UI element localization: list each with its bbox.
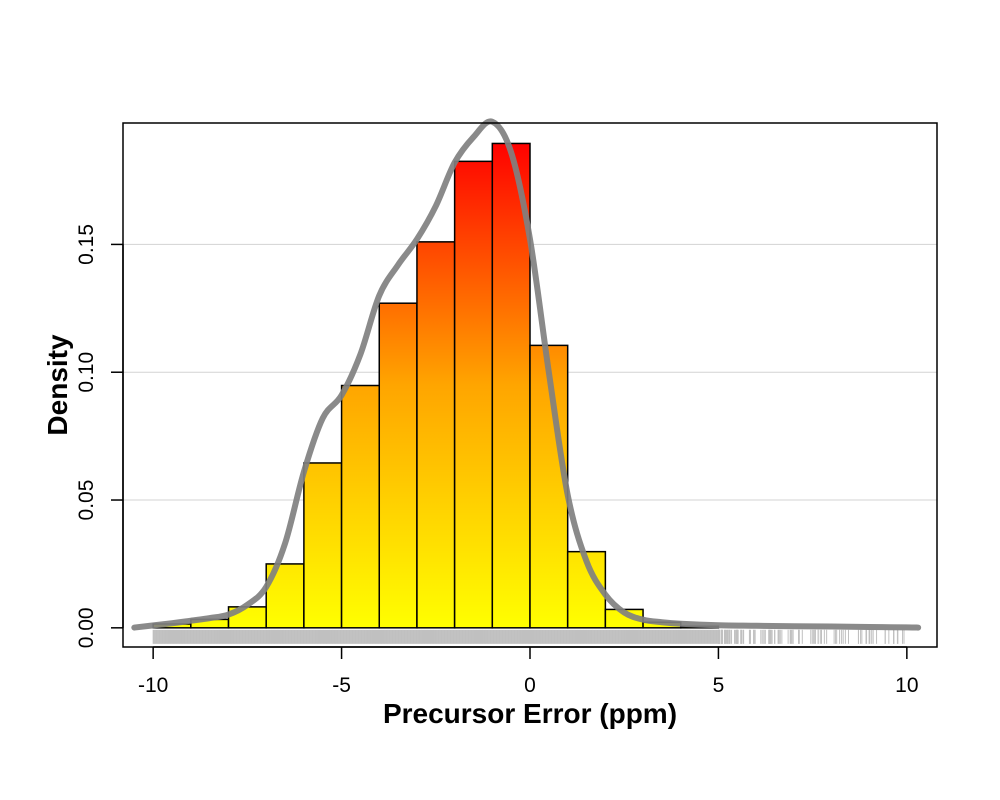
y-axis: 0.00 0.05 0.10 0.15 <box>75 224 124 648</box>
y-tick-label: 0.05 <box>75 480 98 521</box>
x-tick-label: 10 <box>895 674 918 697</box>
x-tick-label: -10 <box>138 674 168 697</box>
histogram-bar <box>303 462 343 629</box>
histogram-bars <box>152 142 720 629</box>
y-axis-title: Density <box>42 334 73 436</box>
rug-marks <box>152 629 905 644</box>
histogram-bar <box>340 384 381 629</box>
x-axis-title: Precursor Error (ppm) <box>383 698 677 729</box>
histogram-bar <box>453 160 494 629</box>
x-tick-label: 5 <box>713 674 725 697</box>
x-axis: -10 -5 0 5 10 <box>138 646 919 697</box>
x-tick-label: 0 <box>524 674 536 697</box>
y-tick-label: 0.10 <box>75 352 98 393</box>
density-curve <box>131 118 922 631</box>
histogram-bar <box>416 241 456 629</box>
y-tick-label: 0.00 <box>75 607 98 648</box>
histogram-bar <box>378 302 418 629</box>
x-tick-label: -5 <box>332 674 351 697</box>
y-tick-label: 0.15 <box>75 224 98 265</box>
